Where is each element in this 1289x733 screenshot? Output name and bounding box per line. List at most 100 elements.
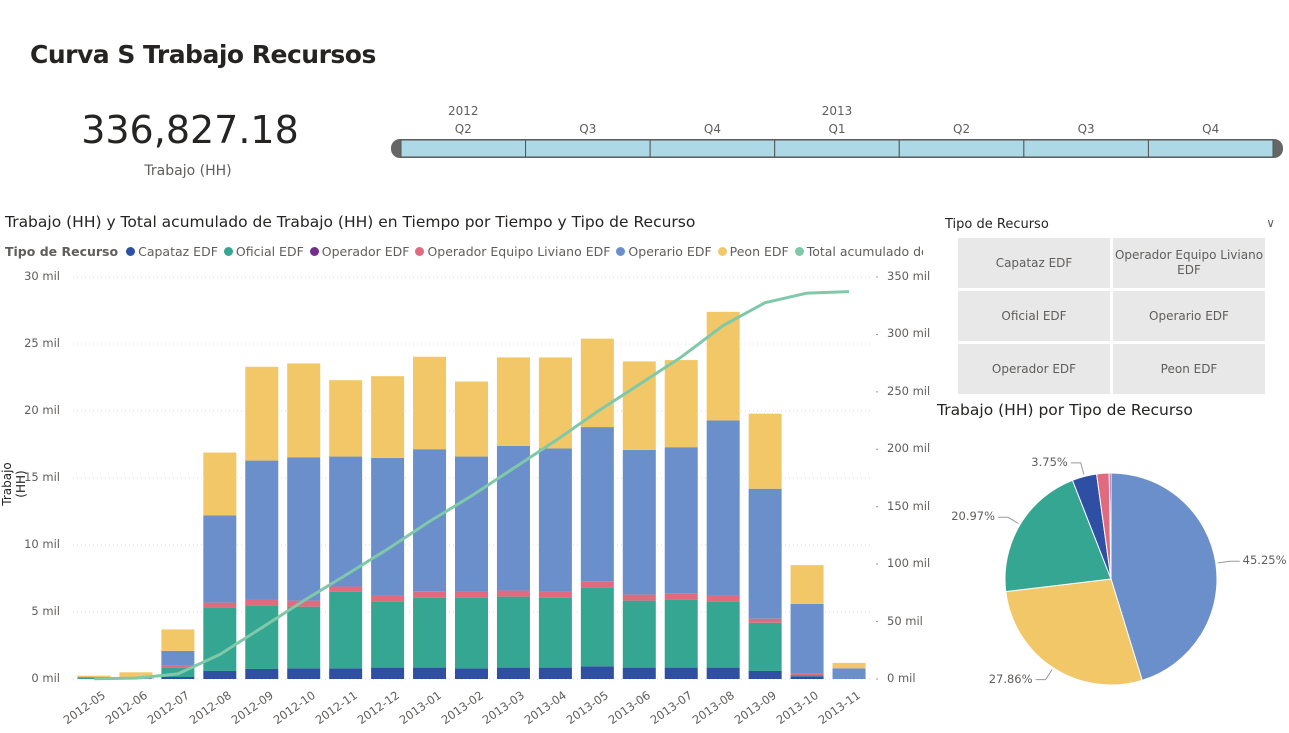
- slicer-tile[interactable]: Capataz EDF: [958, 238, 1110, 288]
- bar-segment: [371, 595, 405, 602]
- legend-label: Peon EDF: [729, 244, 789, 259]
- legend-item[interactable]: Operario EDF: [616, 244, 712, 259]
- bar-segment: [161, 629, 195, 651]
- bar-segment: [371, 457, 405, 596]
- timeline-year-label: 2012: [448, 104, 479, 118]
- bar-segment: [329, 668, 363, 679]
- bar-segment: [329, 586, 363, 592]
- bar-segment: [287, 606, 321, 669]
- y2-tick-label: 50 mil: [887, 613, 923, 628]
- legend-marker: [717, 247, 727, 256]
- y-tick-label: 30 mil: [24, 269, 60, 283]
- y2-tick-label: 200 mil: [887, 441, 931, 456]
- bar-segment: [287, 668, 321, 679]
- legend-item[interactable]: Oficial EDF: [223, 244, 304, 259]
- legend-marker: [223, 247, 233, 256]
- bar-segment: [371, 667, 405, 679]
- bar-segment: [455, 597, 488, 669]
- legend-marker: [794, 247, 804, 256]
- timeline-year-label: 2013: [821, 104, 853, 118]
- bar-segment: [622, 667, 656, 679]
- bar-segment: [455, 591, 488, 598]
- bar-segment: [287, 363, 321, 458]
- bar-segment: [287, 600, 321, 607]
- bar-segment: [580, 427, 614, 582]
- bar-segment: [790, 673, 824, 675]
- bar-segment: [119, 672, 153, 677]
- timeline-quarter-label: Q1: [828, 122, 846, 136]
- combo-chart-title: Trabajo (HH) y Total acumulado de Trabaj…: [5, 213, 696, 231]
- pie-slice: [1005, 578, 1143, 686]
- legend-title: Tipo de Recurso: [5, 244, 119, 259]
- pie-data-label: 45.25%: [1242, 553, 1287, 568]
- bar-segment: [413, 591, 447, 598]
- bar-segment: [287, 457, 321, 601]
- bar-segment: [329, 456, 363, 587]
- bar-segment: [580, 666, 614, 679]
- timeline-quarter-label: Q3: [579, 122, 597, 136]
- bar-segment: [496, 357, 530, 446]
- pie-leader-line: [1070, 462, 1085, 475]
- legend-label: Operador Equipo Liviano EDF: [427, 244, 611, 259]
- bar-segment: [790, 565, 824, 604]
- bar-segment: [832, 668, 866, 679]
- timeline-quarter-label: Q4: [1202, 122, 1220, 136]
- y-tick-label: 10 mil: [24, 537, 60, 551]
- bar-segment: [790, 676, 824, 679]
- bar-segment: [538, 597, 572, 668]
- bar-segment: [538, 591, 572, 598]
- bar-segment: [161, 650, 195, 666]
- bar-segment: [245, 366, 279, 461]
- pie-leader-line: [1035, 669, 1053, 681]
- slicer-tile[interactable]: Operador Equipo Liviano EDF: [1113, 238, 1265, 288]
- bar-segment: [455, 668, 488, 679]
- chevron-down-icon[interactable]: ∨: [1266, 216, 1275, 230]
- bar-segment: [203, 670, 237, 679]
- slicer-tile[interactable]: Operario EDF: [1113, 291, 1265, 341]
- legend-marker: [616, 247, 626, 256]
- slicer-header[interactable]: Tipo de Recurso ∨: [945, 216, 1280, 237]
- bar-segment: [706, 420, 740, 596]
- slicer-tile[interactable]: Peon EDF: [1113, 344, 1265, 394]
- legend-item[interactable]: Total acumulado de Trab...: [794, 244, 923, 259]
- timeline-quarter-label: Q2: [953, 122, 971, 136]
- legend-label: Capataz EDF: [138, 244, 218, 259]
- legend-item[interactable]: Capataz EDF: [126, 244, 218, 259]
- bar-segment: [664, 447, 698, 594]
- bar-segment: [496, 590, 530, 597]
- slicer-tile[interactable]: Operador EDF: [958, 344, 1110, 394]
- bar-segment: [455, 456, 488, 592]
- slicer-tile[interactable]: Oficial EDF: [958, 291, 1110, 341]
- legend-item[interactable]: Operador EDF: [309, 244, 409, 259]
- legend-label: Total acumulado de Trab...: [806, 244, 923, 259]
- bar-segment: [245, 605, 279, 669]
- y2-tick-label: 300 mil: [887, 326, 931, 341]
- cumulative-line: [93, 290, 850, 681]
- pie-slice: [1110, 472, 1218, 681]
- bar-segment: [580, 587, 614, 667]
- pie-slice: [1004, 479, 1112, 593]
- bar-segment: [203, 515, 237, 603]
- bar-segment: [413, 597, 447, 668]
- legend-marker: [415, 247, 425, 256]
- bar-segment: [790, 674, 824, 677]
- bar-segment: [329, 591, 363, 669]
- legend-item[interactable]: Operador Equipo Liviano EDF: [415, 244, 610, 259]
- bar-segment: [245, 599, 279, 606]
- bar-segment: [413, 356, 447, 450]
- bar-segment: [245, 460, 279, 600]
- slicer-title: Tipo de Recurso: [945, 217, 1049, 232]
- pie-leader-line: [998, 516, 1019, 524]
- y-tick-label: 25 mil: [24, 336, 60, 350]
- bar-segment: [706, 311, 740, 421]
- bar-segment: [77, 677, 111, 679]
- legend-label: Oficial EDF: [235, 244, 304, 259]
- pie-data-label: 27.86%: [988, 671, 1033, 686]
- bar-segment: [790, 603, 824, 674]
- legend-item[interactable]: Peon EDF: [717, 244, 789, 259]
- legend-marker: [309, 247, 319, 256]
- bar-segment: [748, 670, 782, 679]
- bar-segment: [371, 376, 405, 458]
